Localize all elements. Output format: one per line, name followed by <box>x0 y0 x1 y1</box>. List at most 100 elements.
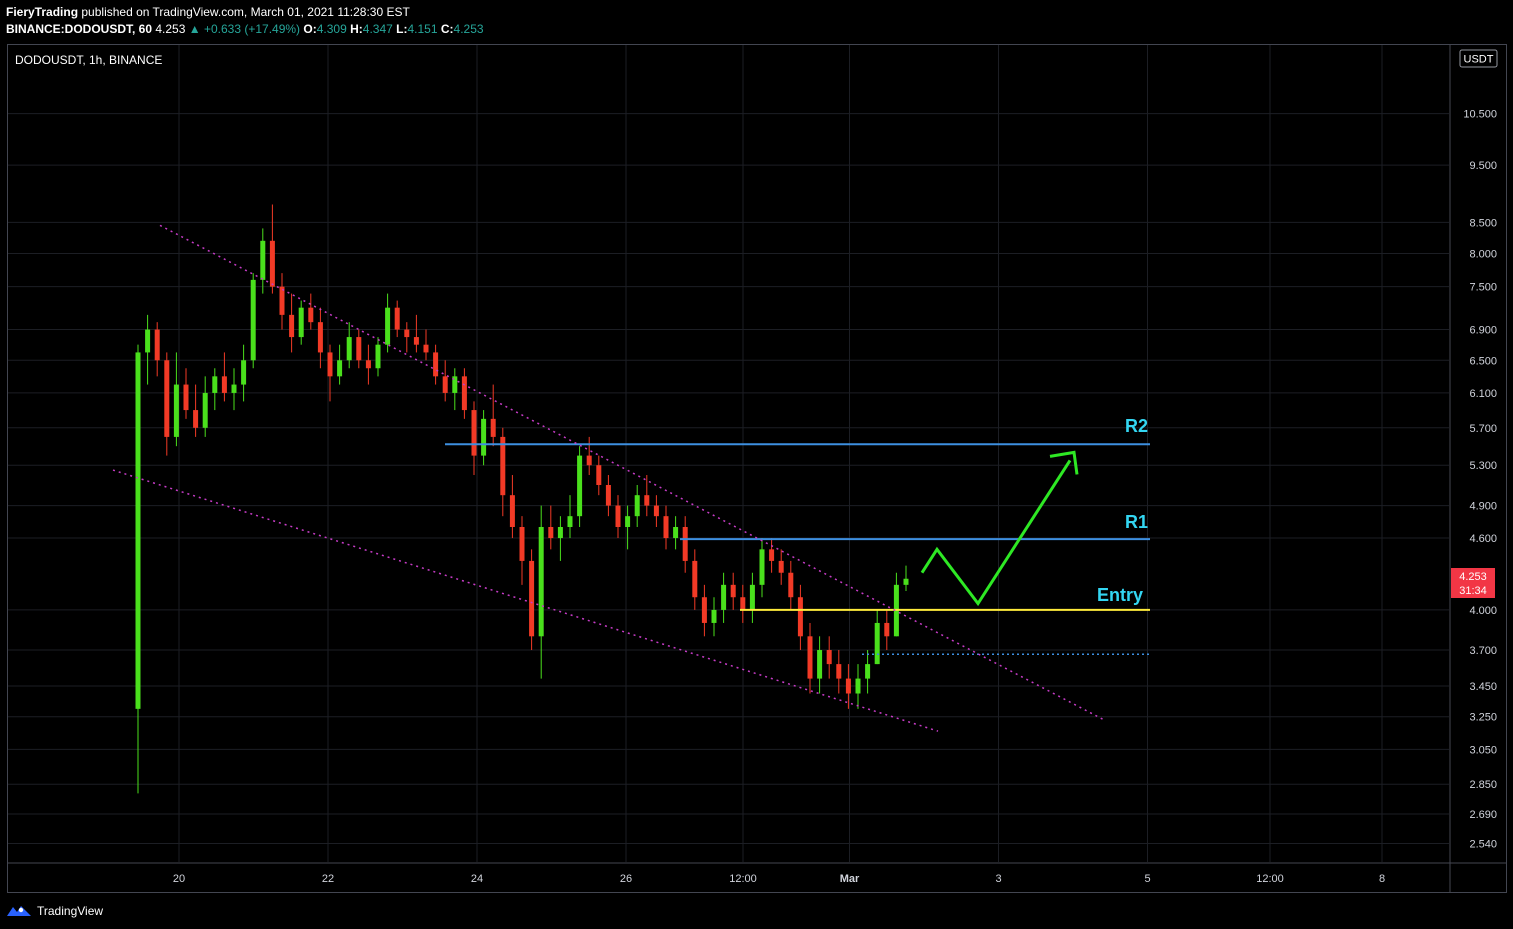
candle-body <box>221 376 227 393</box>
candle-body <box>212 376 218 393</box>
candle-body <box>452 376 458 393</box>
candle-body <box>461 376 467 411</box>
price-tick-label: 4.000 <box>1469 605 1497 617</box>
change-up-icon: ▲ <box>188 22 201 36</box>
candle-body <box>365 360 371 369</box>
candle-body <box>471 410 477 456</box>
candle-body <box>625 516 631 527</box>
candle-body <box>778 560 784 573</box>
time-tick-label: 8 <box>1379 873 1385 885</box>
candle-body <box>605 484 611 506</box>
price-axis: 10.500 9.500 8.500 8.000 7.500 6.900 6.500 6.10… <box>8 45 1506 892</box>
chart-frame <box>7 44 1507 893</box>
candle-body <box>154 329 160 361</box>
currency-button[interactable]: USDT <box>1459 49 1498 68</box>
candle-body <box>663 516 669 539</box>
time-axis: 20 22 24 26 12:00 Mar 3 5 12:00 8 <box>173 873 1385 885</box>
candle-body <box>596 465 602 485</box>
price-tick-label: 6.500 <box>1469 355 1497 367</box>
candle-body <box>644 495 650 506</box>
candle-body <box>509 495 515 527</box>
tradingview-logo-icon[interactable] <box>6 904 32 918</box>
price-tick-label: 5.300 <box>1469 460 1497 472</box>
candle-body <box>836 664 842 679</box>
lower-trend-line <box>112 469 939 732</box>
time-tick-label: 5 <box>1144 873 1150 885</box>
candle-body <box>250 279 256 361</box>
candle-body <box>884 622 890 637</box>
candle-body <box>231 384 237 393</box>
candle-body <box>490 418 496 437</box>
entry-label: Entry <box>1097 585 1143 605</box>
candle-body <box>202 392 208 428</box>
candle-body <box>692 560 698 598</box>
candle-body <box>759 549 765 585</box>
candle-body <box>586 455 592 466</box>
time-tick-label: 26 <box>620 873 632 885</box>
candle-body <box>173 384 179 437</box>
price-tick-label: 10.500 <box>1463 109 1497 121</box>
candle-body <box>807 636 813 679</box>
time-tick-label: 12:00 <box>1256 873 1284 885</box>
candle-body <box>529 560 535 637</box>
footer-brand[interactable]: TradingView <box>37 904 104 918</box>
chart-symbol-title: DODOUSDT, 1h, BINANCE <box>15 53 162 67</box>
candle-body <box>711 609 717 623</box>
candle-body <box>653 505 659 517</box>
candle-body <box>634 495 640 517</box>
author-name[interactable]: FieryTrading <box>6 5 79 19</box>
candle-body <box>730 584 736 598</box>
time-tick-label: 20 <box>173 873 185 885</box>
price-tick-label: 6.900 <box>1469 325 1497 337</box>
r2-label: R2 <box>1125 416 1148 436</box>
price-chart[interactable]: 10.500 9.500 8.500 8.000 7.500 6.900 6.500 6.10… <box>0 0 1513 895</box>
candle-body <box>749 584 755 610</box>
candle-body <box>394 307 400 330</box>
candle-body <box>769 549 775 561</box>
time-tick-label: 24 <box>471 873 483 885</box>
candle-body <box>855 678 861 694</box>
close-value: 4.253 <box>453 22 484 36</box>
price-tick-label: 3.700 <box>1469 645 1497 657</box>
price-tick-label: 9.500 <box>1469 160 1497 172</box>
price-tick-label: 8.000 <box>1469 248 1497 260</box>
price-tick-label: 4.600 <box>1469 533 1497 545</box>
candle-body <box>701 597 707 623</box>
price-tick-label: 2.850 <box>1469 779 1497 791</box>
candle-body <box>135 352 141 709</box>
trend-lines <box>112 224 1105 732</box>
price-tag: 4.253 31:34 <box>1451 568 1495 598</box>
candle-body <box>404 329 410 338</box>
arrow-head-icon <box>1049 450 1079 475</box>
currency-label: USDT <box>1464 54 1494 66</box>
candle-body <box>826 650 832 665</box>
price-tick-label: 2.540 <box>1469 838 1497 850</box>
price-tick-label: 8.500 <box>1469 217 1497 229</box>
high-value: 4.347 <box>362 22 393 36</box>
candle-body <box>183 384 189 411</box>
candle-body <box>308 307 314 323</box>
candle-body <box>298 307 304 338</box>
price-tick-label: 3.450 <box>1469 681 1497 693</box>
projection-arrow <box>920 450 1079 607</box>
price-levels <box>445 443 1150 655</box>
high-label: H: <box>350 22 363 36</box>
candle-body <box>423 344 429 353</box>
open-value: 4.309 <box>316 22 347 36</box>
candle-body <box>874 622 880 665</box>
candles <box>135 204 909 794</box>
candle-body <box>241 360 247 385</box>
chart-grid <box>8 45 1449 862</box>
candle-body <box>337 360 343 377</box>
candle-body <box>375 344 381 369</box>
publish-info: published on TradingView.com, March 01, … <box>81 5 410 19</box>
candle-body <box>740 597 746 610</box>
publish-header: FieryTrading published on TradingView.co… <box>6 5 410 19</box>
price-tick-label: 6.100 <box>1469 388 1497 400</box>
open-label: O: <box>303 22 317 36</box>
candle-body <box>615 505 621 527</box>
candle-body <box>145 329 151 353</box>
time-tick-label: Mar <box>840 873 860 885</box>
candle-body <box>346 337 352 361</box>
candle-body <box>577 455 583 517</box>
